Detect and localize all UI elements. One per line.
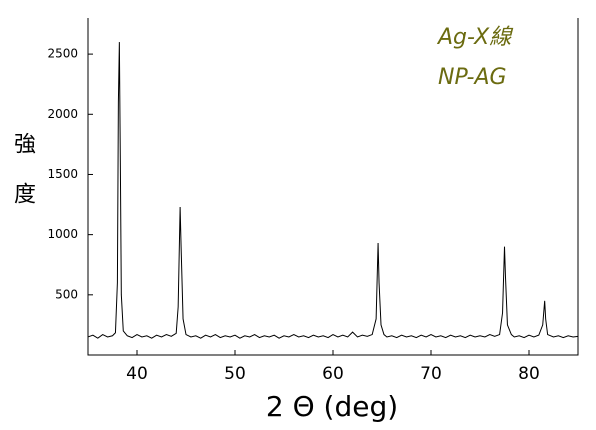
data-line — [87, 42, 579, 339]
y-tick-label: 2000 — [47, 107, 78, 121]
x-tick-label: 40 — [126, 364, 148, 384]
y-axis-label: 強度 — [10, 132, 35, 232]
y-tick-label: 500 — [55, 287, 78, 301]
y-tick-label: 1000 — [47, 227, 78, 241]
x-tick-label: 60 — [322, 364, 344, 384]
x-tick-label: 50 — [224, 364, 246, 384]
annotation: Ag-X線 — [436, 25, 514, 50]
annotation: NP-AG — [438, 65, 507, 90]
x-axis-label: 2 Θ (deg) — [266, 390, 398, 423]
x-tick-label: 70 — [420, 364, 442, 384]
y-tick-label: 2500 — [47, 47, 78, 61]
y-tick-label: 1500 — [47, 167, 78, 181]
x-tick-label: 80 — [518, 364, 540, 384]
